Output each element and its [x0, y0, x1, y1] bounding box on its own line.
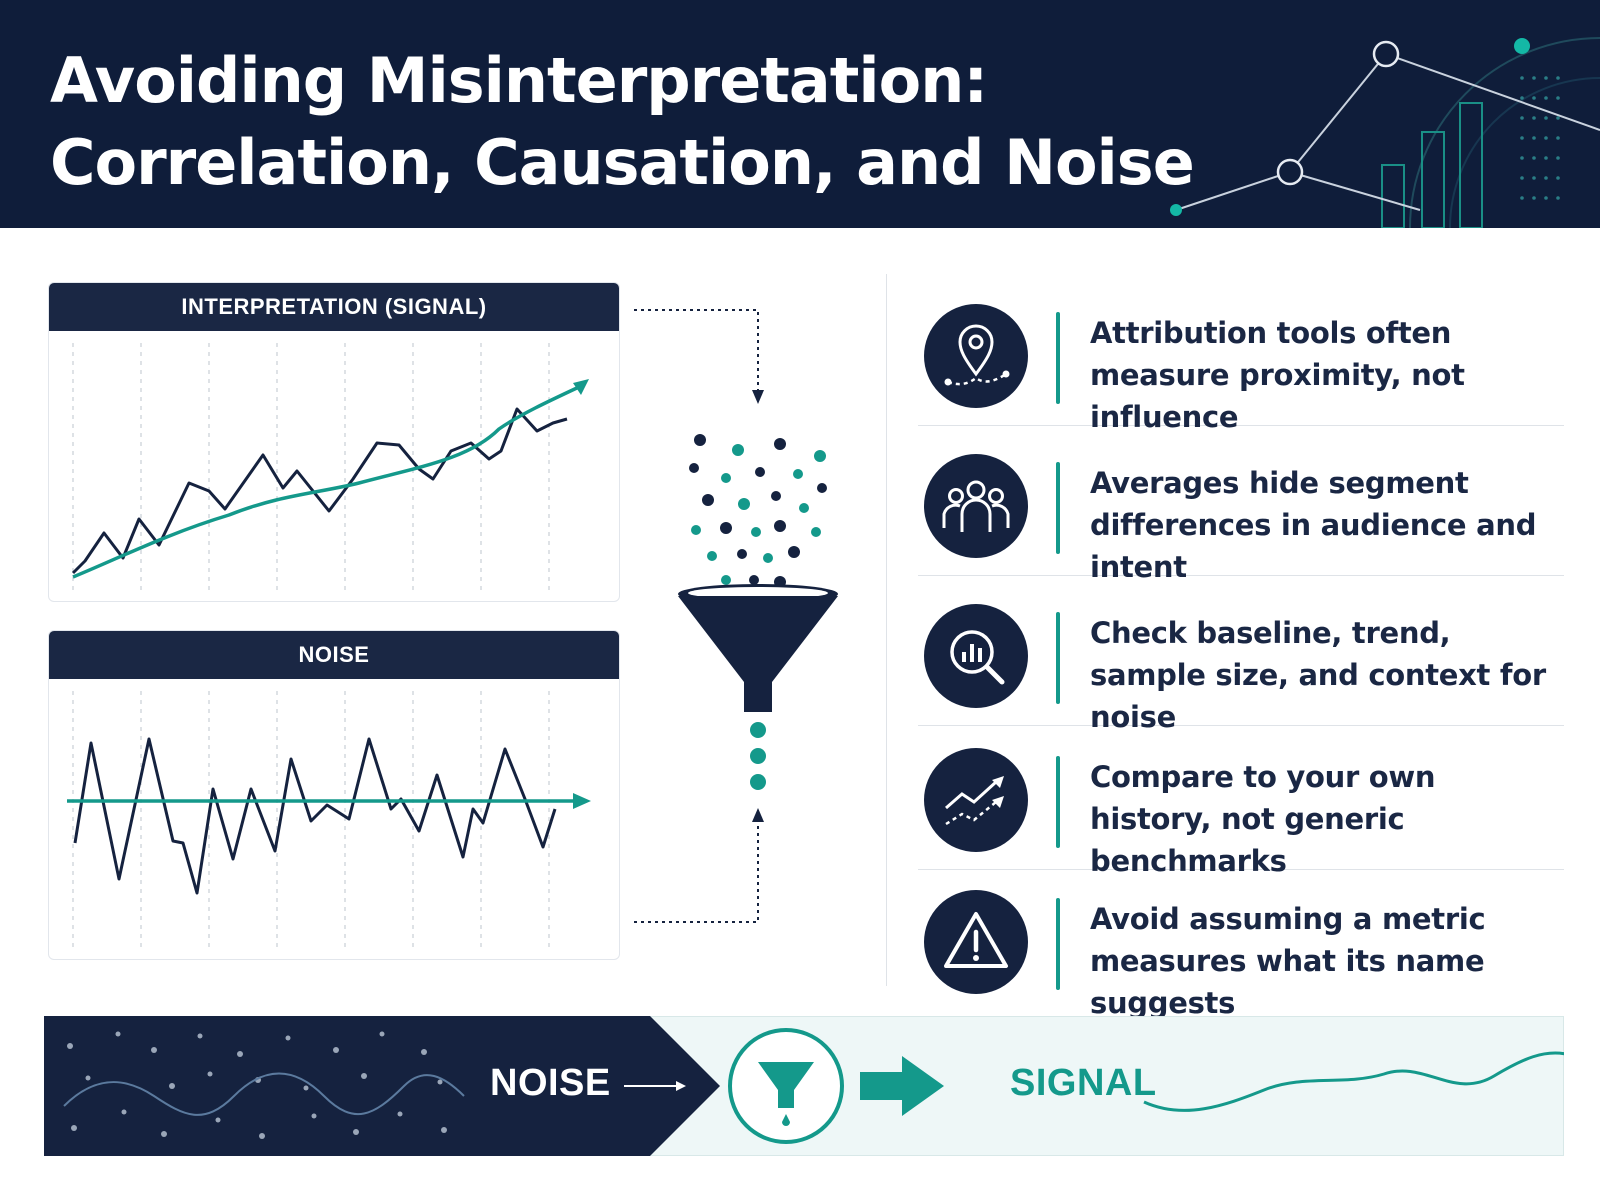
- header-banner: Avoiding Misinterpretation: Correlation,…: [0, 0, 1600, 228]
- accent-bar: [1056, 756, 1060, 848]
- tip-item-averages: Averages hide segment differences in aud…: [918, 440, 1564, 584]
- banner-graphics: [44, 1016, 1564, 1156]
- tip-text: Avoid assuming a metric measures what it…: [1090, 902, 1486, 1020]
- signal-chart-plot: [71, 343, 589, 593]
- noise-chart-title: NOISE: [49, 631, 619, 679]
- signal-banner-label: SIGNAL: [1010, 1062, 1157, 1104]
- noise-to-signal-banner: NOISE SIGNAL: [44, 1016, 1564, 1156]
- trend-compare-icon: [924, 748, 1028, 852]
- header-network-decoration: [1170, 37, 1600, 228]
- tip-text: Attribution tools often measure proximit…: [1090, 316, 1465, 434]
- page-title: Avoiding Misinterpretation: Correlation,…: [50, 44, 1195, 199]
- tip-text: Averages hide segment differences in aud…: [1090, 466, 1537, 584]
- tip-text: Compare to your own history, not generic…: [1090, 760, 1436, 878]
- noise-chart-panel: NOISE: [48, 630, 620, 960]
- accent-bar: [1056, 462, 1060, 554]
- signal-chart-title: INTERPRETATION (SIGNAL): [49, 283, 619, 331]
- signal-trend-arrow: [573, 379, 589, 395]
- signal-wave-line: [1143, 1051, 1564, 1112]
- signal-chart-panel: INTERPRETATION (SIGNAL): [48, 282, 620, 602]
- funnel-icon: [678, 584, 838, 712]
- accent-bar: [1056, 312, 1060, 404]
- warning-triangle-icon: [924, 890, 1028, 994]
- accent-bar: [1056, 612, 1060, 704]
- noise-chart-plot: [67, 691, 591, 951]
- noise-banner-arrow-shape: [44, 1016, 720, 1156]
- noise-particles: [67, 1031, 447, 1139]
- people-group-icon: [924, 454, 1028, 558]
- tip-item-assumptions: Avoid assuming a metric measures what it…: [918, 876, 1564, 1020]
- tip-item-history: Compare to your own history, not generic…: [918, 734, 1564, 878]
- filter-to-signal-arrow: [860, 1072, 906, 1100]
- magnifier-chart-icon: [924, 604, 1028, 708]
- particle-dots: [689, 434, 827, 588]
- noise-wave-line: [63, 1072, 465, 1116]
- filter-funnel-diagram: [634, 309, 838, 923]
- tip-text: Check baseline, trend, sample size, and …: [1090, 616, 1546, 734]
- column-divider: [886, 274, 887, 986]
- noise-dotted-connector: [634, 822, 759, 923]
- accent-bar: [1056, 898, 1060, 990]
- location-path-icon: [924, 304, 1028, 408]
- noise-noisy-line: [73, 737, 557, 895]
- noise-banner-label: NOISE: [490, 1062, 611, 1104]
- filtered-signal-dots: [750, 722, 766, 790]
- tip-item-baseline: Check baseline, trend, sample size, and …: [918, 590, 1564, 734]
- noise-trend-arrow: [573, 793, 591, 809]
- tip-item-attribution: Attribution tools often measure proximit…: [918, 290, 1564, 434]
- signal-dotted-connector: [634, 309, 759, 392]
- signal-trend-line: [72, 385, 580, 579]
- signal-noisy-line: [71, 407, 568, 575]
